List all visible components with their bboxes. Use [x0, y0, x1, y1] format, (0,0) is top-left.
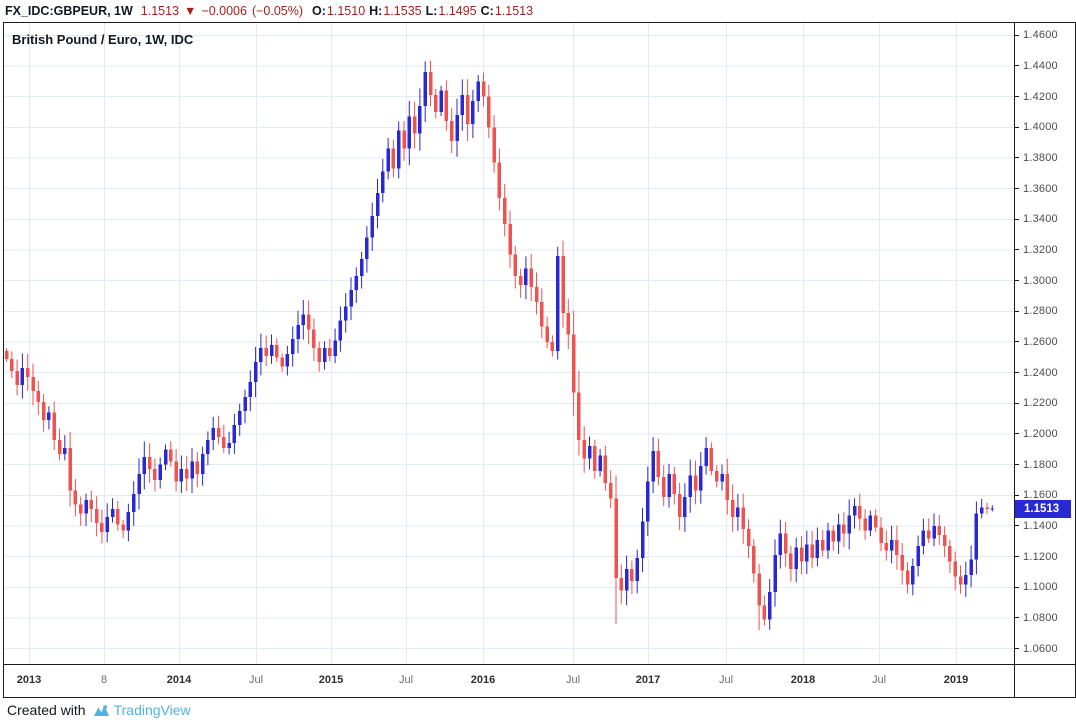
time-axis-label: Jul [398, 674, 414, 686]
tradingview-brand-link[interactable]: TradingView [113, 702, 191, 718]
down-arrow-icon: ▼ [184, 4, 197, 18]
last-price-tag: 1.1513 [1015, 499, 1071, 518]
symbol-interval-label: FX_IDC:GBPEUR, 1W [5, 4, 133, 18]
last-price-value: 1.1513 [140, 4, 180, 18]
high-value: 1.1535 [383, 4, 422, 18]
time-axis-label: 2014 [166, 674, 192, 686]
axis-divider-vertical [1014, 23, 1015, 697]
time-axis-label: Jul [565, 674, 581, 686]
price-axis-label: 1.2800 [1015, 305, 1058, 317]
price-axis-label: 1.3600 [1015, 183, 1058, 195]
price-axis-label: 1.4200 [1015, 91, 1058, 103]
price-axis-label: 1.1000 [1015, 581, 1058, 593]
time-axis-label: Jul [871, 674, 887, 686]
attribution-footer: Created with TradingView [7, 702, 191, 718]
price-axis-label: 1.2000 [1015, 428, 1058, 440]
price-axis-label: 1.1200 [1015, 551, 1058, 563]
open-value: 1.1510 [326, 4, 366, 18]
plot-area[interactable]: British Pound / Euro, 1W, IDC [4, 23, 1014, 664]
price-axis-label: 1.3000 [1015, 275, 1058, 287]
chart-title: British Pound / Euro, 1W, IDC [12, 32, 194, 47]
price-axis-label: 1.3200 [1015, 244, 1058, 256]
candlestick-chart[interactable] [4, 23, 1014, 664]
price-axis-label: 1.0800 [1015, 612, 1058, 624]
time-axis-label: 2015 [318, 674, 344, 686]
close-value: 1.1513 [494, 4, 534, 18]
ohlc-legend: FX_IDC:GBPEUR, 1W 1.1513 ▼ −0.0006 (−0.0… [5, 0, 533, 22]
high-key: H: [369, 4, 383, 18]
time-axis-label: 2018 [790, 674, 816, 686]
price-axis-label: 1.1400 [1015, 520, 1058, 532]
price-axis-label: 1.4400 [1015, 60, 1058, 72]
change-absolute: −0.0006 [201, 4, 247, 18]
time-axis[interactable]: 2013 8 2014 Jul 2015 Jul 2016 Jul 2017 Jul 2018 Jul… [4, 665, 1014, 697]
tradingview-logo-icon[interactable] [93, 703, 110, 718]
price-axis-label: 1.2200 [1015, 397, 1058, 409]
price-axis-label: 1.1800 [1015, 459, 1058, 471]
low-key: L: [425, 4, 438, 18]
price-axis-label: 1.3400 [1015, 213, 1058, 225]
price-axis-label: 1.4600 [1015, 29, 1058, 41]
time-axis-label: 2019 [943, 674, 969, 686]
time-axis-label: 2013 [16, 674, 42, 686]
time-axis-label: 8 [100, 674, 108, 686]
price-axis-label: 1.3800 [1015, 152, 1058, 164]
time-axis-label: Jul [248, 674, 264, 686]
price-axis[interactable]: 1.1513 1.4600 1.4400 1.4200 1.4000 1.3800 1.3… [1015, 23, 1075, 664]
axis-divider-horizontal [4, 664, 1075, 665]
change-percent: (−0.05%) [251, 4, 304, 18]
price-axis-label: 1.1600 [1015, 489, 1058, 501]
chart-widget: British Pound / Euro, 1W, IDC 1.1513 1.4… [3, 22, 1076, 698]
price-axis-label: 1.0600 [1015, 643, 1058, 655]
created-with-label: Created with [7, 702, 86, 718]
low-value: 1.1495 [438, 4, 477, 18]
price-axis-label: 1.2400 [1015, 367, 1058, 379]
time-axis-label: Jul [718, 674, 734, 686]
price-axis-label: 1.4000 [1015, 121, 1058, 133]
price-axis-label: 1.2600 [1015, 336, 1058, 348]
time-axis-label: 2017 [635, 674, 661, 686]
open-key: O: [312, 4, 326, 18]
close-key: C: [480, 4, 494, 18]
time-axis-label: 2016 [470, 674, 496, 686]
